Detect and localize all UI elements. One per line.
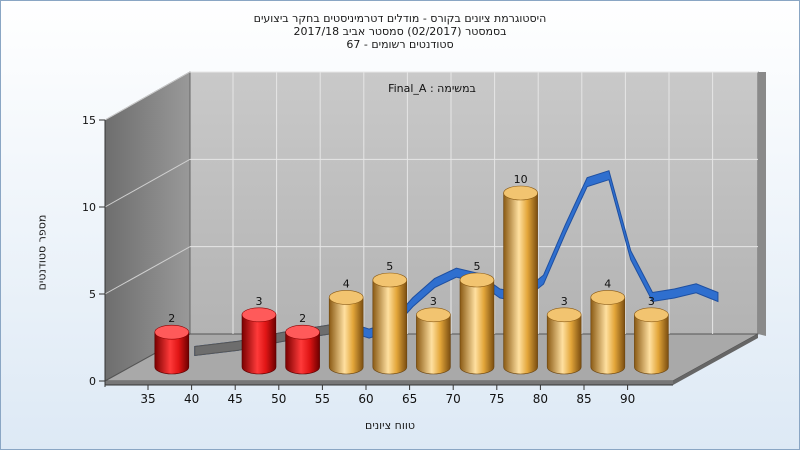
x-tick-label: 55 — [315, 392, 330, 406]
bar — [546, 307, 582, 375]
bar-value-label: 10 — [514, 173, 528, 186]
x-tick-label: 60 — [358, 392, 373, 406]
bar — [416, 307, 451, 375]
bar-value-label: 4 — [604, 277, 611, 290]
x-axis: 35 40 45 50 55 60 65 70 75 80 85 90 — [105, 384, 673, 406]
bar-body — [546, 314, 582, 375]
x-tick-label: 45 — [228, 392, 243, 406]
chart-subtitle: במשימה : Final_A — [388, 82, 476, 95]
bar-body — [634, 314, 669, 375]
bar-body — [459, 279, 495, 375]
gridline-side — [104, 71, 191, 121]
bar-value-label: 2 — [299, 312, 306, 325]
bar — [328, 290, 364, 375]
data-labels: 2 3 2 4 5 3 5 10 3 4 3 — [168, 173, 655, 325]
bar-cap — [634, 307, 669, 323]
y-tick-label: 15 — [82, 114, 96, 127]
bar-body — [503, 192, 538, 375]
y-tick-label: 10 — [82, 201, 96, 214]
bar — [459, 272, 495, 375]
bar-value-label: 3 — [430, 295, 437, 308]
bar-body — [372, 279, 408, 375]
x-tick-label: 70 — [446, 392, 461, 406]
bar — [241, 307, 277, 375]
bar-body — [416, 314, 451, 375]
bar-cap — [241, 307, 277, 323]
bar — [285, 324, 320, 375]
gridline-side — [104, 246, 191, 295]
bar-value-label: 3 — [561, 295, 568, 308]
y-axis-label: מספר סטודנטים — [35, 214, 49, 291]
bar-cap — [328, 290, 364, 305]
x-tick-label: 75 — [489, 392, 504, 406]
gridline-side — [104, 158, 191, 208]
bar-value-label: 4 — [343, 277, 350, 290]
x-tick-label: 90 — [620, 392, 635, 406]
bar — [372, 272, 408, 375]
bar-cap — [285, 324, 320, 340]
bar-value-label: 5 — [474, 260, 481, 273]
floor-edge-side — [673, 334, 758, 385]
chart-title-semester: בסמסטר (02/2017) סמסטר אביב 2017/18 — [293, 25, 507, 38]
x-tick-label: 85 — [576, 392, 591, 406]
back-wall-side — [758, 72, 766, 336]
bar-cap — [372, 272, 408, 288]
bar — [503, 185, 538, 375]
bar — [154, 324, 190, 375]
chart-title-registered: סטודנטים רשומים - 67 — [346, 38, 454, 51]
bar-cap — [416, 307, 451, 323]
y-tick-label: 0 — [89, 375, 96, 388]
x-axis-label: טווח ציונים — [365, 419, 415, 432]
bar-body — [328, 297, 364, 375]
x-tick-label: 35 — [140, 392, 155, 406]
bar — [590, 290, 626, 375]
bar-body — [285, 331, 320, 375]
bar-cap — [546, 307, 582, 323]
bar-body — [154, 331, 190, 375]
x-tick-label: 65 — [402, 392, 417, 406]
bar-cap — [459, 272, 495, 288]
y-axis: 0 5 10 15 — [82, 114, 106, 388]
bar-cap — [590, 290, 626, 305]
bars — [154, 185, 669, 375]
bar-value-label: 5 — [386, 260, 393, 273]
bar-value-label: 3 — [648, 295, 655, 308]
y-tick-label: 5 — [89, 288, 96, 301]
x-tick-label: 50 — [271, 392, 286, 406]
bar-value-label: 2 — [168, 312, 175, 325]
chart-title: היסטוגרמת ציונים בקורס - מודלים דטרמיניס… — [253, 12, 547, 25]
bar — [634, 307, 669, 375]
bar-cap — [503, 185, 538, 201]
bar-value-label: 3 — [256, 295, 263, 308]
x-tick-label: 80 — [533, 392, 548, 406]
bar-body — [241, 314, 277, 375]
x-tick-label: 40 — [184, 392, 199, 406]
floor-edge — [105, 381, 673, 385]
bar-body — [590, 297, 626, 375]
bar-cap — [154, 324, 190, 340]
